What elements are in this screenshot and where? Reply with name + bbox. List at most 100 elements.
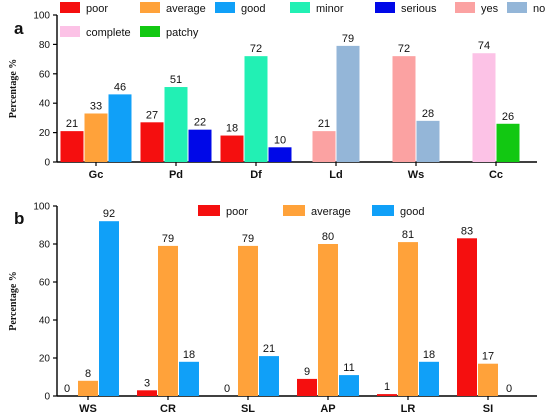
bar: [137, 390, 157, 396]
x-tick-label: Pd: [169, 169, 183, 181]
legend-label: complete: [86, 27, 131, 39]
bar: [312, 131, 336, 162]
data-label: 22: [194, 117, 206, 129]
x-tick-label: WS: [79, 403, 97, 415]
y-tick-label: 40: [39, 316, 51, 327]
legend-swatch: [198, 205, 220, 216]
legend-swatch: [60, 26, 80, 37]
legend-label: good: [400, 206, 424, 218]
data-label: 21: [66, 118, 78, 130]
x-tick-label: Ws: [408, 169, 425, 181]
y-tick-label: 100: [33, 202, 50, 213]
bar: [140, 122, 164, 162]
x-tick-label: Df: [250, 169, 262, 181]
legend-swatch: [215, 2, 235, 13]
data-label: 9: [304, 366, 310, 378]
panel-letter: b: [14, 209, 24, 228]
data-label: 26: [502, 111, 514, 123]
bar: [244, 56, 268, 162]
bar: [318, 244, 338, 396]
data-label: 80: [322, 231, 334, 243]
data-label: 51: [170, 74, 182, 86]
bar: [179, 361, 199, 396]
bar: [268, 147, 292, 162]
legend-swatch: [140, 26, 160, 37]
bar: [472, 53, 496, 162]
bar: [238, 245, 258, 396]
data-label: 18: [183, 349, 195, 361]
x-tick-label: SL: [241, 403, 255, 415]
data-label: 27: [146, 109, 158, 121]
data-label: 79: [342, 33, 354, 45]
data-label: 11: [343, 362, 354, 374]
y-axis-label: Percentage %: [8, 271, 19, 331]
panel-letter: a: [14, 19, 24, 38]
legend-swatch: [60, 2, 80, 13]
data-label: 18: [423, 349, 435, 361]
x-tick-label: AP: [320, 403, 335, 415]
bar: [398, 242, 418, 396]
panel-a-chart: 0 20 40 60 80 100 Percentage % a poor average good…: [8, 2, 545, 181]
data-label: 21: [318, 118, 330, 130]
y-tick-label: 80: [39, 40, 51, 51]
x-tick-label: Cc: [489, 169, 503, 181]
y-tick-label: 80: [39, 240, 51, 251]
data-label: 83: [461, 225, 473, 237]
legend-swatch: [372, 205, 394, 216]
legend-label: patchy: [166, 27, 199, 39]
legend-swatch: [455, 2, 475, 13]
data-label: 33: [90, 100, 102, 112]
y-tick-label: 20: [39, 128, 51, 139]
bar: [392, 56, 416, 162]
bar: [419, 361, 439, 396]
legend-label: no: [533, 3, 545, 15]
bar: [164, 87, 188, 162]
legend-swatch: [283, 205, 305, 216]
data-label: 28: [422, 108, 434, 120]
legend-label: good: [241, 3, 265, 15]
legend-swatch: [290, 2, 310, 13]
bar: [60, 131, 84, 162]
legend-label: average: [166, 3, 206, 15]
legend-label: serious: [401, 3, 437, 15]
bar: [336, 45, 360, 163]
data-label: 21: [263, 343, 275, 355]
y-tick-label: 100: [33, 11, 50, 22]
legend-swatch: [140, 2, 160, 13]
data-label: 0: [224, 383, 230, 395]
data-label: 92: [103, 208, 115, 220]
legend-label: yes: [481, 3, 499, 15]
bar: [108, 94, 132, 162]
data-label: 72: [250, 43, 262, 55]
data-label: 79: [242, 233, 254, 245]
x-tick-label: Gc: [89, 169, 104, 181]
bar: [99, 221, 119, 396]
data-label: 79: [162, 233, 174, 245]
y-tick-label: 60: [39, 69, 51, 80]
x-tick-label: CR: [160, 403, 176, 415]
data-label: 3: [144, 377, 150, 389]
legend-swatch: [507, 2, 527, 13]
bar: [496, 123, 520, 162]
bar: [78, 380, 98, 396]
bar: [416, 120, 440, 162]
legend-label: poor: [226, 206, 248, 218]
data-label: 46: [114, 81, 126, 93]
x-tick-label: SI: [483, 403, 493, 415]
x-tick-label: LR: [401, 403, 416, 415]
data-label: 17: [482, 351, 494, 363]
bar: [84, 113, 108, 162]
x-tick-label: Ld: [329, 169, 342, 181]
y-tick-label: 60: [39, 278, 51, 289]
bar: [377, 394, 397, 396]
bar: [297, 378, 317, 396]
bar: [478, 363, 498, 396]
bar: [339, 375, 359, 396]
data-label: 8: [85, 368, 91, 380]
y-tick-label: 0: [44, 392, 50, 403]
data-label: 81: [402, 229, 414, 241]
bar: [259, 356, 279, 396]
data-label: 0: [64, 383, 70, 395]
